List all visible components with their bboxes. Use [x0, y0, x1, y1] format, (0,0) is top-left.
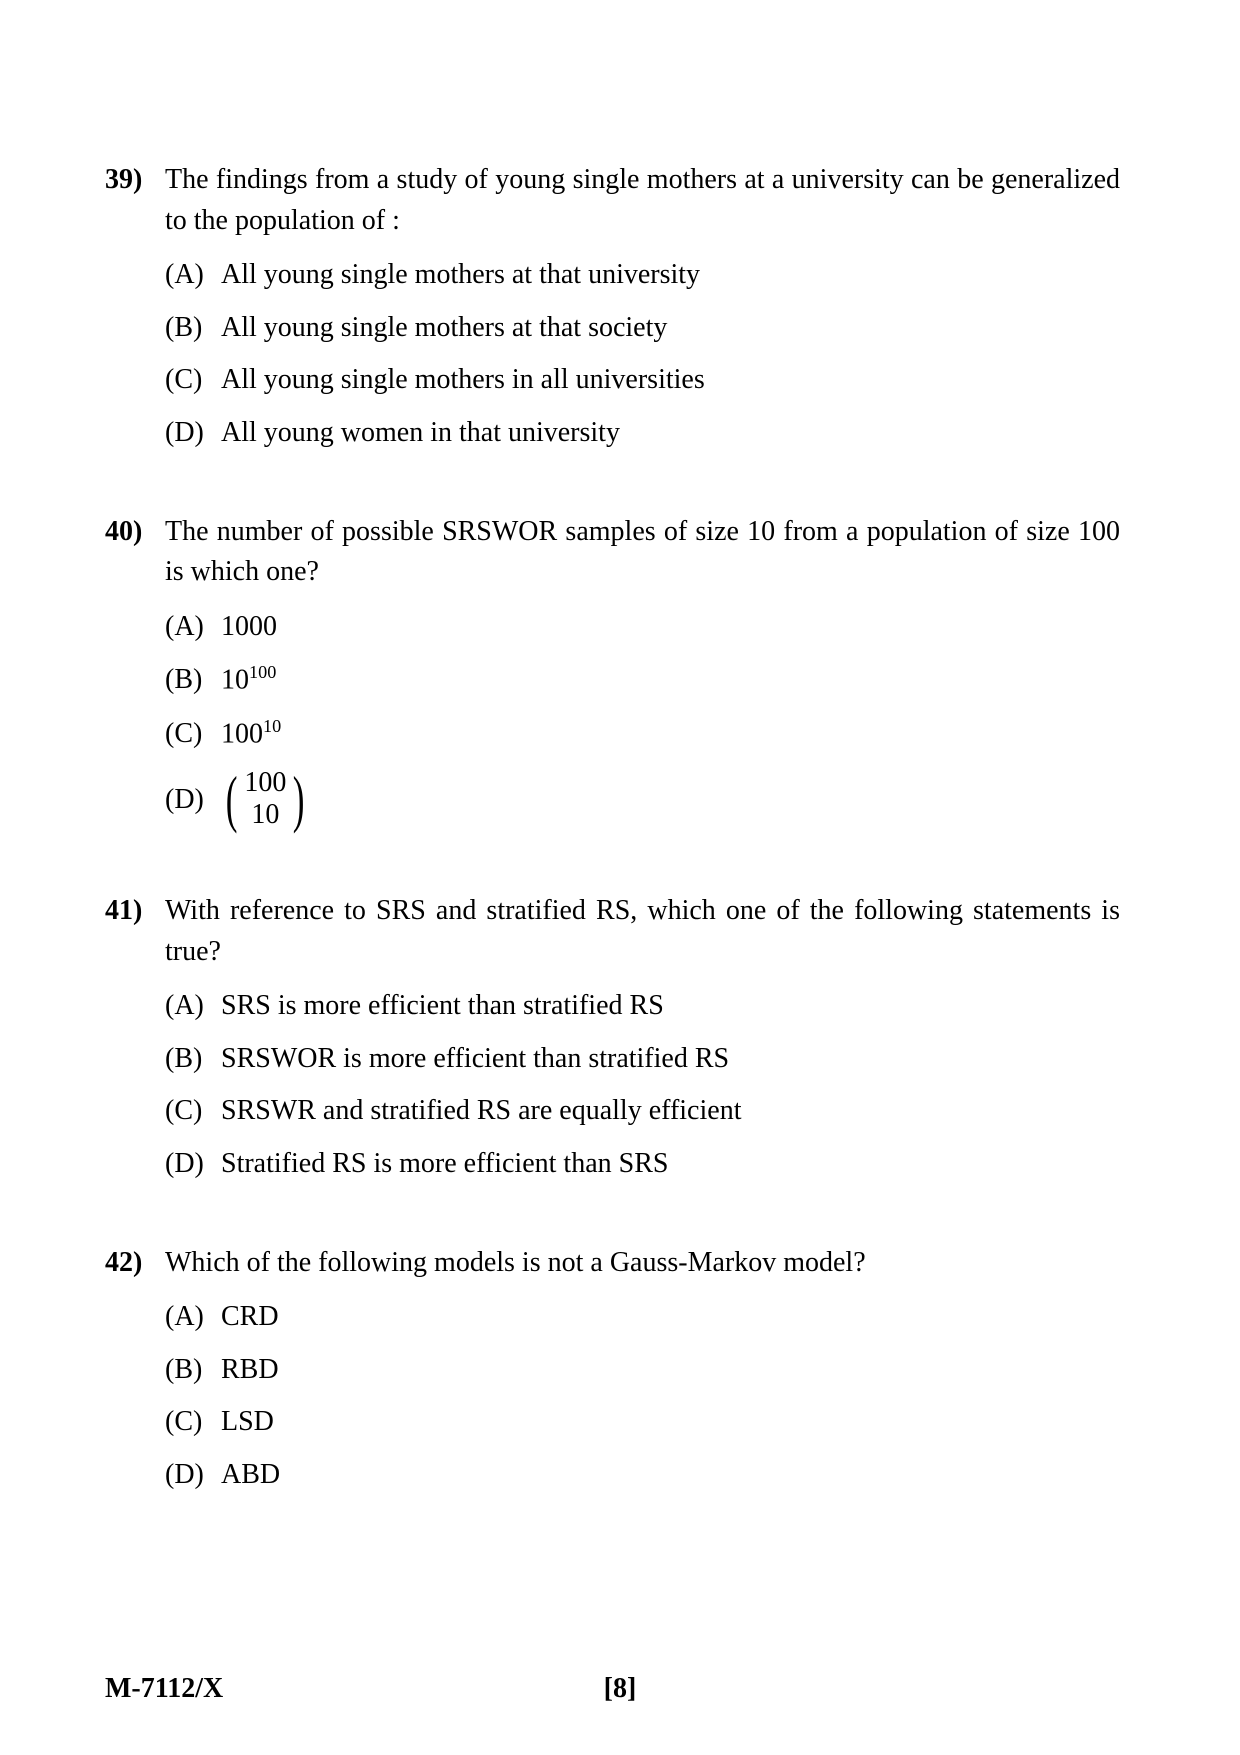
base: 10 — [221, 665, 249, 696]
right-paren-icon: ) — [293, 767, 305, 831]
question-row: 41) With reference to SRS and stratified… — [105, 891, 1120, 972]
option-label: (D) — [165, 1455, 221, 1496]
option-text: 1000 — [221, 607, 1120, 648]
option-text: ABD — [221, 1455, 1120, 1496]
binom-top: 100 — [244, 767, 286, 799]
question-42: 42) Which of the following models is not… — [105, 1243, 1120, 1496]
option-label: (C) — [165, 714, 221, 755]
option-a: (A) CRD — [165, 1297, 1120, 1338]
option-c: (C) LSD — [165, 1402, 1120, 1443]
option-b: (B) 10100 — [165, 659, 1120, 701]
option-d: (D) Stratified RS is more efficient than… — [165, 1144, 1120, 1185]
exponent: 10 — [263, 716, 281, 736]
option-text: CRD — [221, 1297, 1120, 1338]
option-label: (B) — [165, 1350, 221, 1391]
options-list: (A) SRS is more efficient than stratifie… — [105, 986, 1120, 1184]
binomial-column: 100 10 — [242, 767, 288, 831]
option-text: RBD — [221, 1350, 1120, 1391]
question-number: 42) — [105, 1243, 165, 1284]
option-b: (B) RBD — [165, 1350, 1120, 1391]
question-40: 40) The number of possible SRSWOR sample… — [105, 512, 1120, 833]
option-label: (A) — [165, 986, 221, 1027]
option-text: Stratified RS is more efficient than SRS — [221, 1144, 1120, 1185]
option-text: 10010 — [221, 713, 1120, 755]
binomial-coefficient: ( 100 10 ) — [221, 767, 310, 831]
option-b: (B) All young single mothers at that soc… — [165, 308, 1120, 349]
question-row: 42) Which of the following models is not… — [105, 1243, 1120, 1284]
option-label: (C) — [165, 1091, 221, 1132]
option-c: (C) 10010 — [165, 713, 1120, 755]
option-label: (D) — [165, 413, 221, 454]
options-list: (A) CRD (B) RBD (C) LSD (D) ABD — [105, 1297, 1120, 1495]
question-row: 40) The number of possible SRSWOR sample… — [105, 512, 1120, 593]
question-41: 41) With reference to SRS and stratified… — [105, 891, 1120, 1185]
option-label: (D) — [165, 1144, 221, 1185]
question-39: 39) The findings from a study of young s… — [105, 160, 1120, 454]
option-label: (C) — [165, 360, 221, 401]
option-label: (B) — [165, 308, 221, 349]
option-text: LSD — [221, 1402, 1120, 1443]
question-number: 41) — [105, 891, 165, 932]
binom-bottom: 10 — [251, 799, 279, 831]
left-paren-icon: ( — [226, 767, 238, 831]
option-d: (D) ( 100 10 ) — [165, 767, 1120, 833]
option-c: (C) SRSWR and stratified RS are equally … — [165, 1091, 1120, 1132]
question-number: 40) — [105, 512, 165, 553]
question-text: With reference to SRS and stratified RS,… — [165, 891, 1120, 972]
base: 100 — [221, 719, 263, 750]
option-text: 10100 — [221, 659, 1120, 701]
page-content: 39) The findings from a study of young s… — [0, 0, 1240, 1496]
question-number: 39) — [105, 160, 165, 201]
option-label: (A) — [165, 607, 221, 648]
option-text: All young single mothers at that univers… — [221, 255, 1120, 296]
option-text: ( 100 10 ) — [221, 767, 1120, 833]
option-label: (A) — [165, 255, 221, 296]
option-text: All young women in that university — [221, 413, 1120, 454]
question-text: Which of the following models is not a G… — [165, 1243, 1120, 1284]
option-a: (A) SRS is more efficient than stratifie… — [165, 986, 1120, 1027]
question-text: The findings from a study of young singl… — [165, 160, 1120, 241]
option-label: (D) — [165, 780, 221, 821]
option-d: (D) All young women in that university — [165, 413, 1120, 454]
option-a: (A) All young single mothers at that uni… — [165, 255, 1120, 296]
option-text: All young single mothers at that society — [221, 308, 1120, 349]
option-c: (C) All young single mothers in all univ… — [165, 360, 1120, 401]
footer-doc-code: M-7112/X — [105, 1673, 223, 1705]
options-list: (A) 1000 (B) 10100 (C) 10010 (D) ( 100 — [105, 607, 1120, 833]
option-text: All young single mothers in all universi… — [221, 360, 1120, 401]
option-a: (A) 1000 — [165, 607, 1120, 648]
question-text: The number of possible SRSWOR samples of… — [165, 512, 1120, 593]
question-row: 39) The findings from a study of young s… — [105, 160, 1120, 241]
option-b: (B) SRSWOR is more efficient than strati… — [165, 1039, 1120, 1080]
option-label: (B) — [165, 1039, 221, 1080]
option-d: (D) ABD — [165, 1455, 1120, 1496]
footer-page-number: [8] — [604, 1673, 637, 1705]
exponent: 100 — [249, 662, 276, 682]
option-text: SRSWOR is more efficient than stratified… — [221, 1039, 1120, 1080]
option-label: (A) — [165, 1297, 221, 1338]
option-text: SRS is more efficient than stratified RS — [221, 986, 1120, 1027]
options-list: (A) All young single mothers at that uni… — [105, 255, 1120, 453]
option-label: (B) — [165, 660, 221, 701]
option-text: SRSWR and stratified RS are equally effi… — [221, 1091, 1120, 1132]
option-label: (C) — [165, 1402, 221, 1443]
